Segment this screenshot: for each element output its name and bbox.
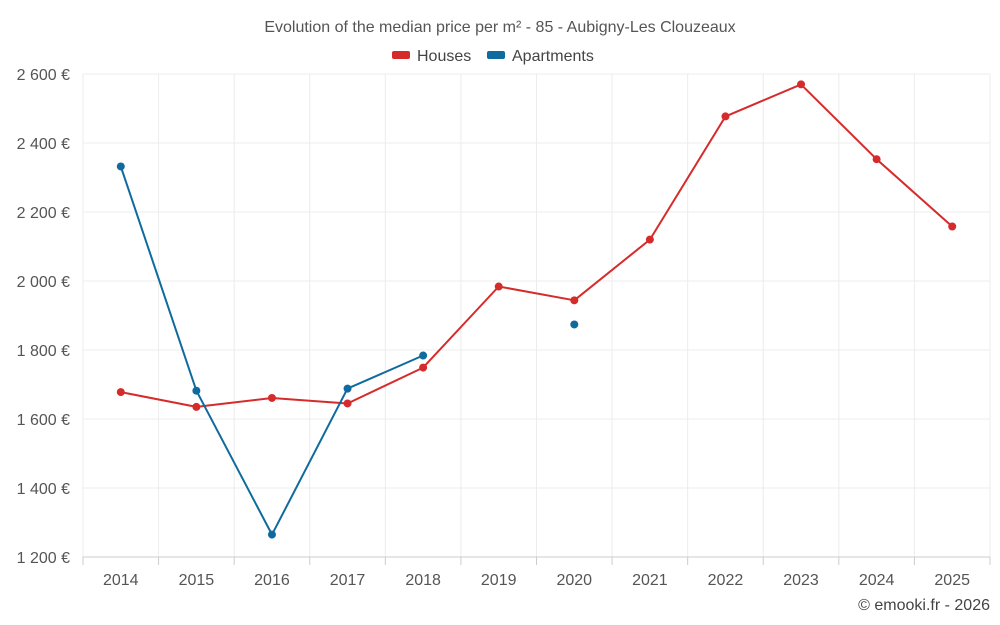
data-point-houses[interactable] <box>267 393 276 402</box>
x-tick-label: 2019 <box>481 572 517 589</box>
series-apartments <box>116 162 579 539</box>
legend-swatch-houses <box>392 51 410 59</box>
y-tick-label: 1 400 € <box>17 481 70 498</box>
data-point-houses[interactable] <box>116 388 125 397</box>
data-point-houses[interactable] <box>721 112 730 121</box>
data-point-houses[interactable] <box>343 399 352 408</box>
y-tick-label: 1 600 € <box>17 412 70 429</box>
y-tick-label: 1 800 € <box>17 343 70 360</box>
data-point-houses[interactable] <box>797 80 806 89</box>
legend-label-apartments: Apartments <box>512 48 594 65</box>
data-point-houses[interactable] <box>872 155 881 164</box>
y-tick-label: 2 600 € <box>17 67 70 84</box>
x-tick-label: 2018 <box>405 572 441 589</box>
x-tick-label: 2017 <box>330 572 366 589</box>
axes: 1 200 € 1 400 € 1 600 € 1 800 € 2 000 € 2 200… <box>17 67 991 589</box>
y-tick-label: 2 200 € <box>17 205 70 222</box>
grid <box>82 73 991 557</box>
x-tick-label: 2021 <box>632 572 668 589</box>
series-houses <box>116 80 957 411</box>
data-point-houses[interactable] <box>192 402 201 411</box>
x-tick-label: 2014 <box>103 572 139 589</box>
y-tick-label: 2 400 € <box>17 136 70 153</box>
data-point-houses[interactable] <box>494 282 503 291</box>
legend: Houses Apartments <box>392 48 594 65</box>
x-tick-label: 2024 <box>859 572 895 589</box>
x-tick-label: 2025 <box>934 572 970 589</box>
series-line-apartments <box>119 166 424 536</box>
data-point-apartments[interactable] <box>116 162 125 171</box>
series <box>116 80 957 539</box>
data-point-houses[interactable] <box>419 363 428 372</box>
data-point-apartments[interactable] <box>267 530 276 539</box>
legend-swatch-apartments <box>487 51 505 59</box>
x-tick-label: 2022 <box>708 572 744 589</box>
credit-text: © emooki.fr - 2026 <box>858 597 990 614</box>
data-point-apartments[interactable] <box>419 351 428 360</box>
legend-item-apartments[interactable]: Apartments <box>487 48 594 65</box>
x-tick-label: 2023 <box>783 572 819 589</box>
data-point-houses[interactable] <box>645 235 654 244</box>
data-point-apartments[interactable] <box>343 384 352 393</box>
legend-label-houses: Houses <box>417 48 471 65</box>
x-tick-label: 2015 <box>179 572 215 589</box>
legend-item-houses[interactable]: Houses <box>392 48 471 65</box>
data-point-apartments[interactable] <box>570 320 579 329</box>
data-point-houses[interactable] <box>948 222 957 231</box>
x-tick-label: 2016 <box>254 572 290 589</box>
x-tick-label: 2020 <box>556 572 592 589</box>
chart-title: Evolution of the median price per m² - 8… <box>264 19 735 36</box>
data-point-houses[interactable] <box>570 296 579 305</box>
y-tick-label: 1 200 € <box>17 550 70 567</box>
data-point-apartments[interactable] <box>192 386 201 395</box>
y-tick-label: 2 000 € <box>17 274 70 291</box>
series-line-houses <box>120 83 953 408</box>
